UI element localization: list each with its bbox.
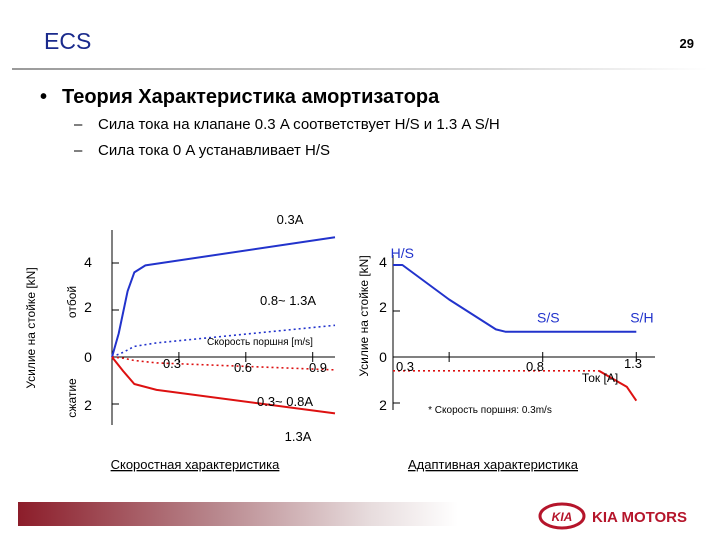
adaptive-chart-x-tick-marks [448,352,637,362]
speed-chart-y-tick-label: 0 [84,349,92,365]
adaptive-chart-region-labels: H/S S/S S/H [391,245,654,325]
kia-oval-lettering: KIA [552,510,573,524]
kia-oval-icon [538,502,586,530]
speed-chart-x-tick-label: 0.6 [234,360,252,375]
speed-chart-compression-label: сжатие [65,378,79,418]
adaptive-chart-x-tick-label: 1.3 [624,356,642,371]
speed-chart-y-axis-label: Усилие на стойке [kN] [24,267,38,388]
series-label-1-3a: 1.3A [285,429,312,444]
speed-chart-y-tick-label: 2 [84,397,92,413]
speed-chart-y-tick-label: 2 [84,299,92,315]
series-line-0-3-0-8a [111,356,336,371]
region-label-h-s: H/S [391,245,414,261]
subpoint-1-text: Сила тока на клапане 0.3 A соответствует… [98,116,500,133]
footer-gradient-bar [18,502,458,526]
main-bullet: • Теория Характеристика амортизатора [40,86,439,109]
slide-title: ECS [44,28,92,54]
speed-chart-x-axis-label: Скорость поршня [m/s] [207,337,313,348]
adaptive-chart: 4 2 0 2 0.3 0.8 1.3 Ток [A] Усилие на ст… [357,245,655,472]
bullet-dot-icon: • [40,86,48,108]
header-divider [12,68,708,70]
adaptive-chart-y-tick-marks [393,264,400,404]
speed-chart-rebound-label: отбой [65,286,79,318]
subpoint-1: – Сила тока на клапане 0.3 A соответствуе… [74,116,500,133]
region-label-s-h: S/H [630,310,653,326]
speed-chart-x-tick-label: 0.9 [309,360,327,375]
adaptive-chart-y-tick-label: 2 [379,397,387,413]
region-label-s-s: S/S [537,310,560,326]
kia-motors-logo: KIA KIA MOTORS [538,502,687,530]
series-line-compression [598,369,638,402]
series-line-0-3a [111,236,336,358]
series-line-rebound [393,264,637,333]
speed-chart-series [111,236,336,415]
logo-text: KIA MOTORS [592,509,687,526]
subpoint-2-text: Сила тока 0 A устанавливает H/S [98,142,331,159]
dash-icon: – [74,116,83,133]
series-label-0-3-0-8a: 0.3~ 0.8A [257,394,313,409]
adaptive-chart-series [393,264,638,402]
speed-chart-y-tick-marks [112,262,119,405]
speed-chart-y-tick-label: 4 [84,254,92,270]
speed-chart-x-tick-label: 0.3 [163,356,181,371]
speed-chart-x-tick-marks [178,352,314,362]
subpoint-2: – Сила тока 0 A устанавливает H/S [74,142,330,159]
adaptive-chart-x-axis-label: Ток [A] [582,371,618,385]
adaptive-chart-x-tick-label: 0.8 [526,359,544,374]
series-line-1-3a [111,356,336,415]
adaptive-chart-y-tick-label: 2 [379,299,387,315]
series-label-0-8-1-3a: 0.8~ 1.3A [260,293,316,308]
page-number: 29 [679,36,694,51]
adaptive-chart-y-tick-label: 4 [379,254,387,270]
adaptive-chart-title: Адаптивная характеристика [408,457,579,472]
adaptive-chart-y-tick-label: 0 [379,349,387,365]
adaptive-chart-x-tick-label: 0.3 [396,359,414,374]
speed-chart-title: Скоростная характеристика [111,457,281,472]
main-bullet-text: Теория Характеристика амортизатора [62,86,440,108]
adaptive-chart-note: * Скорость поршня: 0.3m/s [428,405,552,416]
dash-icon: – [74,142,83,159]
series-label-0-3a: 0.3A [277,212,304,227]
adaptive-chart-y-axis-label: Усилие на стойке [kN] [357,255,371,376]
speed-chart: 4 2 0 2 0.3 0.6 0.9 Скорость поршня [m/s… [24,212,336,472]
